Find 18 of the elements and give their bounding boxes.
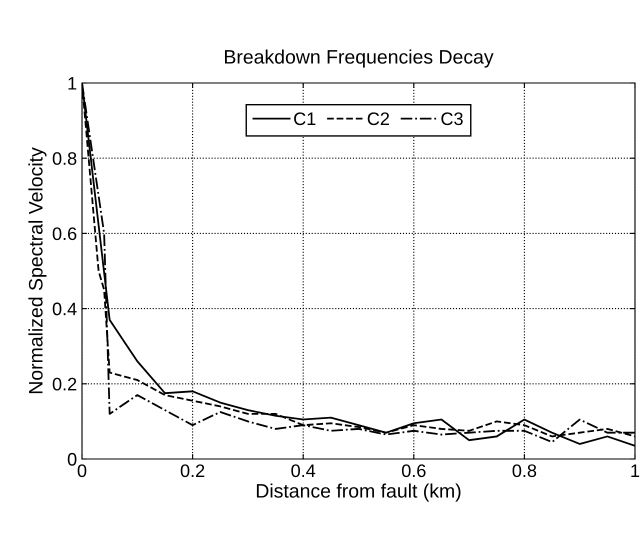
x-tick-label: 0 xyxy=(78,464,86,478)
chart-title: Breakdown Frequencies Decay xyxy=(225,49,494,68)
y-axis-title: Normalized Spectral Velocity xyxy=(28,147,46,394)
y-tick-label: 0.2 xyxy=(52,378,76,391)
y-tick-label: 0.6 xyxy=(52,227,76,240)
legend-label: C1 xyxy=(294,112,316,126)
legend-label: C3 xyxy=(441,112,463,126)
x-tick-label: 0.4 xyxy=(291,464,316,478)
x-tick-label: 0.8 xyxy=(512,464,536,478)
y-tick-label: 0.4 xyxy=(52,302,77,316)
y-tick-label: 1 xyxy=(68,77,76,90)
x-tick-label: 0.2 xyxy=(180,464,204,478)
x-axis-title: Distance from fault (km) xyxy=(256,483,460,502)
x-tick-label: 0.6 xyxy=(402,464,426,478)
y-tick-label: 0.8 xyxy=(52,152,76,165)
legend-label: C2 xyxy=(368,112,389,126)
x-tick-label: 1 xyxy=(631,464,640,477)
y-tick-label: 0 xyxy=(68,452,76,466)
